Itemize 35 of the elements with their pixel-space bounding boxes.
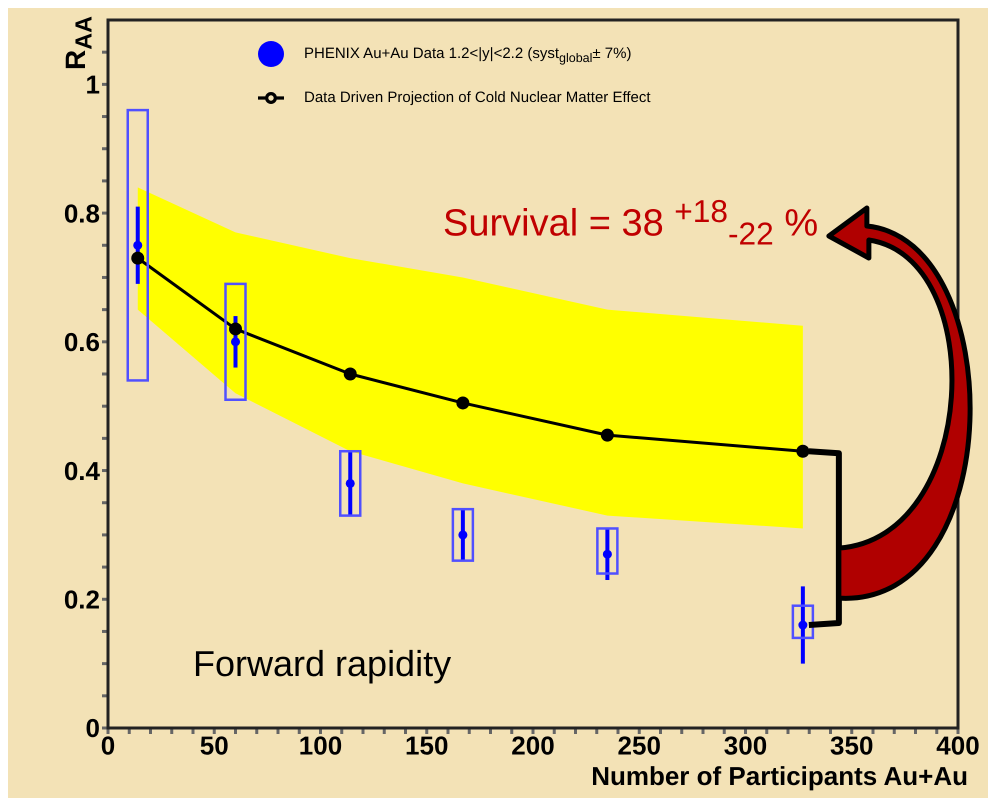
point — [229, 322, 242, 336]
point — [600, 428, 614, 442]
legend-label: PHENIX Au+Au Data 1.2<|y|<2.2 (syst$_{global}$± 7%) — [304, 45, 632, 65]
annotation: Survival = 38 $^{+18}$$_{-22}$ % — [443, 193, 818, 252]
annotation: Forward rapidity — [193, 643, 452, 685]
y-tick-label: 1 — [86, 70, 100, 100]
bar — [452, 508, 474, 562]
bar — [126, 108, 149, 382]
point — [344, 368, 357, 380]
x-tick-label: 400 — [936, 730, 980, 760]
point — [456, 396, 470, 410]
y-tick-label: 0.2 — [64, 584, 100, 615]
x-tick-label: 150 — [405, 730, 448, 760]
y-tick-label: 0.4 — [64, 456, 101, 486]
x-tick-label: 50 — [200, 730, 229, 760]
point — [346, 478, 355, 488]
x-tick-label: 300 — [724, 730, 768, 760]
x-tick-label: 200 — [511, 730, 555, 760]
bar — [224, 282, 247, 401]
point — [131, 252, 144, 265]
x-axis-title: Number of Participants Au+Au — [591, 761, 968, 792]
x-tick-label: 250 — [618, 730, 661, 760]
bar — [792, 604, 814, 640]
y-tick-label: 0.8 — [64, 198, 100, 228]
y-tick-label: 0.6 — [64, 327, 100, 358]
point — [230, 337, 240, 346]
point — [458, 530, 468, 540]
legend-label: Data Driven Projection of Cold Nuclear Matter Effect — [304, 89, 651, 106]
x-tick-label: 350 — [830, 730, 874, 760]
point — [133, 240, 142, 250]
x-tick-label: 100 — [298, 730, 342, 760]
point — [796, 444, 810, 458]
bar — [596, 527, 619, 575]
bar — [339, 450, 362, 517]
point — [602, 550, 612, 559]
